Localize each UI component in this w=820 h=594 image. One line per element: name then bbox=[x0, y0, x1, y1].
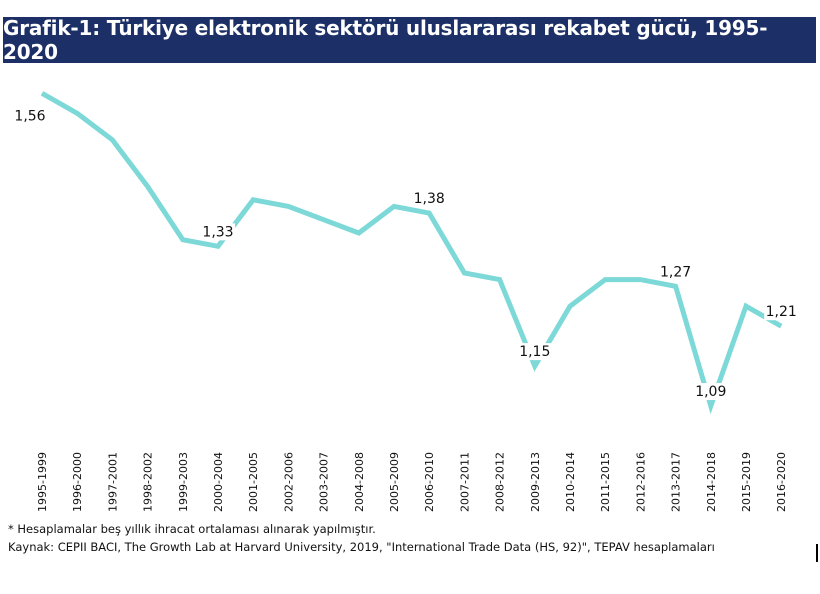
x-tick-label: 2016-2020 bbox=[775, 452, 788, 512]
x-tick-label: 2000-2004 bbox=[212, 452, 225, 512]
x-tick-label: 1997-2001 bbox=[106, 452, 119, 512]
x-tick-label: 2013-2017 bbox=[670, 452, 683, 512]
x-tick-label: 2001-2005 bbox=[247, 452, 260, 512]
x-tick-label: 2008-2012 bbox=[494, 452, 507, 512]
x-tick-label: 2015-2019 bbox=[740, 452, 753, 512]
data-label-2014-2018: 1,09 bbox=[695, 384, 726, 400]
data-label-bg bbox=[658, 263, 693, 281]
data-label-2009-2013: 1,15 bbox=[519, 344, 550, 360]
data-label-bg bbox=[201, 223, 235, 241]
data-label-bg bbox=[412, 190, 447, 208]
x-tick-label: 2002-2006 bbox=[282, 452, 295, 512]
data-label-2013-2017: 1,27 bbox=[660, 264, 691, 280]
x-tick-label: 2007-2011 bbox=[458, 452, 471, 512]
data-label-bg bbox=[13, 107, 47, 125]
x-tick-label: 2014-2018 bbox=[705, 452, 718, 512]
footnote: * Hesaplamalar beş yıllık ihracat ortala… bbox=[8, 522, 376, 536]
x-tick-label: 1999-2003 bbox=[177, 452, 190, 512]
data-label-bg bbox=[693, 383, 728, 401]
edge-mark bbox=[816, 544, 818, 562]
x-tick-label: 2005-2009 bbox=[388, 452, 401, 512]
x-tick-label: 2004-2008 bbox=[353, 452, 366, 512]
x-tick-label: 2006-2010 bbox=[423, 452, 436, 512]
source-note: Kaynak: CEPII BACI, The Growth Lab at Ha… bbox=[8, 540, 715, 554]
data-label-bg bbox=[517, 343, 552, 361]
series-line bbox=[40, 91, 783, 415]
x-tick-label: 2011-2015 bbox=[599, 452, 612, 512]
series-layer bbox=[40, 91, 783, 415]
data-label-1995-1999: 1,56 bbox=[14, 108, 45, 124]
data-label-2016-2020: 1,21 bbox=[766, 304, 797, 320]
x-tick-label: 2012-2016 bbox=[634, 452, 647, 512]
data-label-2000-2004: 1,33 bbox=[202, 224, 233, 240]
x-tick-label: 2003-2007 bbox=[318, 452, 331, 512]
x-tick-label: 2009-2013 bbox=[529, 452, 542, 512]
x-tick-label: 1998-2002 bbox=[142, 452, 155, 512]
x-axis-tick-labels: 1995-1999 1996-2000 1997-2001 1998-2002 1999… bbox=[36, 452, 788, 512]
x-tick-label: 2010-2014 bbox=[564, 452, 577, 512]
x-tick-label: 1996-2000 bbox=[71, 452, 84, 512]
data-label-layer: 1,56 1,33 1,38 1,15 1,27 1,09 1,21 bbox=[13, 107, 799, 401]
data-label-2006-2010: 1,38 bbox=[414, 191, 445, 207]
data-label-bg bbox=[764, 303, 799, 321]
chart-title: Grafik-1: Türkiye elektronik sektörü ulu… bbox=[3, 16, 816, 64]
x-tick-label: 1995-1999 bbox=[36, 452, 49, 512]
